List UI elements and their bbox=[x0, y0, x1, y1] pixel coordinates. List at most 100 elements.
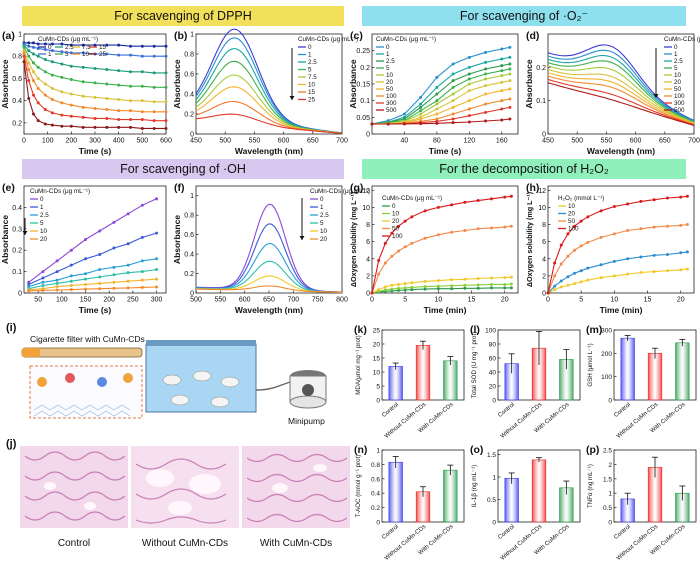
y-tick-label-m: 0 bbox=[608, 398, 612, 405]
x-category-label-n-0: Control bbox=[381, 524, 400, 541]
data-point-h-100 bbox=[573, 224, 577, 228]
data-point-e-20 bbox=[69, 288, 73, 292]
y-tick-label-n: 0.6 bbox=[371, 476, 380, 483]
bar-m-1 bbox=[647, 353, 663, 401]
x-tick-label-c: 80 bbox=[433, 138, 441, 145]
chart-b-dpph-spectra: (b) 450 500 550 600 650 700 0 0.2 0.4 0.6 0.8 1 Wavel… bbox=[172, 28, 358, 156]
data-point-c-2.5 bbox=[419, 105, 423, 109]
x-tick-label-a: 400 bbox=[113, 138, 125, 145]
data-point-g-100 bbox=[377, 258, 381, 262]
data-point-c-2.5 bbox=[451, 79, 455, 83]
y-tick-label-p: 2 bbox=[608, 462, 612, 469]
y-tick-label-o: 1 bbox=[492, 475, 496, 482]
data-point-h-10 bbox=[626, 272, 630, 276]
y-tick-label-b: 0.6 bbox=[184, 72, 194, 79]
data-point-h-50 bbox=[599, 235, 603, 239]
y-tick-label-g: 6 bbox=[366, 239, 370, 246]
y-tick-label-b: 0.8 bbox=[184, 52, 194, 59]
data-point-e-0 bbox=[126, 212, 130, 216]
y-axis-label-o: IL-1β (ng mL⁻¹) bbox=[471, 465, 478, 508]
data-point-h-20 bbox=[566, 275, 570, 279]
plot-frame-b bbox=[195, 33, 343, 135]
data-point-e-2.5 bbox=[140, 259, 144, 263]
data-point-c-100 bbox=[484, 102, 488, 106]
x-tick-label-b: 450 bbox=[190, 138, 202, 145]
data-point-c-0 bbox=[467, 55, 471, 59]
data-point-a-2.5 bbox=[27, 49, 31, 53]
data-point-a-1 bbox=[105, 52, 109, 56]
data-point-a-0 bbox=[105, 43, 109, 47]
y-tick-label-l: 100 bbox=[485, 328, 496, 335]
data-point-h-20 bbox=[579, 269, 583, 273]
y-tick-label-b: 0.2 bbox=[184, 112, 194, 119]
y-tick-label-k: 15 bbox=[373, 356, 381, 363]
x-tick-label-b: 550 bbox=[249, 138, 261, 145]
panel-label-m: (m) bbox=[586, 324, 602, 336]
x-tick-label-a: 300 bbox=[89, 138, 101, 145]
data-point-a-15 bbox=[105, 116, 109, 120]
legend-label-d-5: 5 bbox=[674, 65, 678, 72]
x-tick-label-h: 15 bbox=[644, 297, 652, 304]
legend-label-g-0: 0 bbox=[392, 203, 396, 210]
data-point-h-10 bbox=[679, 268, 683, 272]
data-point-a-2.5 bbox=[36, 54, 40, 58]
data-point-g-0 bbox=[463, 286, 467, 290]
data-point-a-1 bbox=[43, 48, 47, 52]
data-point-a-10 bbox=[129, 109, 132, 113]
data-point-a-2.5 bbox=[93, 66, 97, 70]
data-point-h-20 bbox=[639, 255, 643, 259]
data-point-e-1 bbox=[112, 246, 116, 250]
data-point-h-100 bbox=[679, 195, 683, 199]
panel-label-g: (g) bbox=[350, 182, 363, 194]
x-tick-label-d: 550 bbox=[601, 138, 613, 145]
data-point-g-10 bbox=[383, 288, 387, 292]
data-point-g-0 bbox=[450, 287, 454, 291]
data-point-c-2.5 bbox=[467, 72, 471, 76]
data-point-a-5 bbox=[43, 70, 47, 74]
bar-n-0 bbox=[388, 461, 403, 523]
data-point-e-2.5 bbox=[112, 265, 116, 269]
data-point-e-10 bbox=[112, 280, 116, 284]
data-point-c-50 bbox=[435, 112, 439, 116]
data-point-a-0 bbox=[164, 44, 168, 48]
setup-illustration: Cigarette filter with CuMn-CDs Minipump bbox=[21, 334, 327, 426]
data-point-c-10 bbox=[484, 77, 488, 81]
data-point-a-1 bbox=[27, 44, 31, 48]
x-tick-label-a: 500 bbox=[136, 138, 148, 145]
data-point-g-20 bbox=[509, 275, 513, 279]
data-point-h-100 bbox=[566, 232, 570, 236]
x-axis-label-d: Wavelength (nm) bbox=[587, 146, 655, 156]
data-point-c-1 bbox=[419, 102, 423, 106]
data-point-g-20 bbox=[423, 279, 427, 283]
caption-without: Without CuMn-CDs bbox=[141, 538, 229, 549]
data-point-a-0 bbox=[31, 41, 35, 45]
data-point-a-15 bbox=[60, 113, 64, 117]
data-point-c-20 bbox=[484, 84, 488, 88]
data-point-e-2.5 bbox=[55, 278, 59, 282]
data-point-a-10 bbox=[22, 51, 26, 55]
y-tick-label-e: 0.1 bbox=[12, 269, 22, 276]
data-point-c-300 bbox=[484, 110, 488, 114]
data-point-g-100 bbox=[503, 195, 507, 199]
data-point-c-0 bbox=[500, 47, 504, 51]
y-tick-label-d: 0 bbox=[542, 132, 546, 139]
data-point-c-5 bbox=[419, 109, 423, 113]
data-point-h-10 bbox=[612, 274, 616, 278]
data-point-a-10 bbox=[69, 103, 73, 107]
data-point-g-0 bbox=[423, 287, 427, 291]
data-point-g-50 bbox=[403, 245, 407, 249]
data-point-e-5 bbox=[84, 277, 88, 281]
data-point-h-100 bbox=[685, 194, 689, 198]
x-tick-label-e: 150 bbox=[80, 297, 92, 304]
data-point-a-7.5 bbox=[27, 61, 31, 65]
data-point-c-2.5 bbox=[500, 64, 504, 68]
y-tick-label-o: 0 bbox=[492, 520, 496, 527]
y-axis-label-d: Absorbance bbox=[524, 59, 534, 108]
data-point-h-50 bbox=[553, 274, 557, 278]
data-point-c-5 bbox=[435, 99, 439, 103]
caption-control: Control bbox=[57, 538, 91, 549]
data-point-a-2.5 bbox=[43, 58, 47, 62]
y-tick-label-d: 0.1 bbox=[536, 98, 546, 105]
data-point-c-500 bbox=[508, 117, 512, 121]
